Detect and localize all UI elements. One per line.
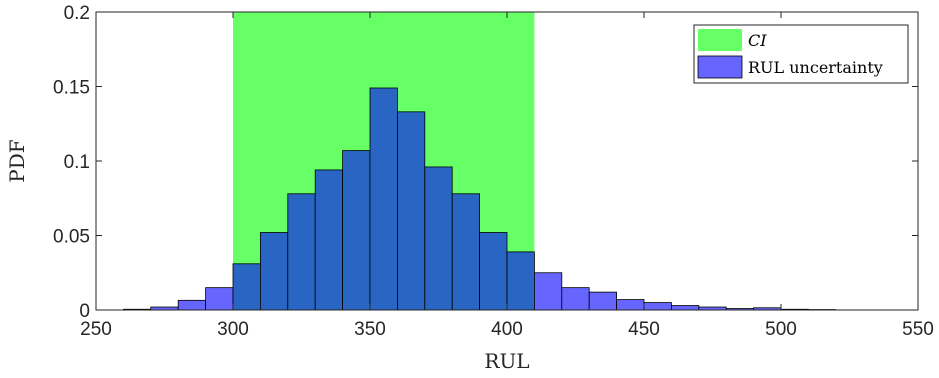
histogram-bar [177,299,206,311]
y-tick-label: 0.1 [64,152,90,173]
legend-swatch-ci [698,29,742,51]
histogram-bar [561,287,590,311]
x-tick-label: 450 [628,319,660,340]
y-tick-label: 0 [79,301,90,322]
tick-marks-and-labels: 250 300 350 400 450 500 550 0 0.05 0.1 0.15 0.2 [53,3,934,340]
histogram-bar [396,111,426,311]
legend-swatch-rul-uncertainty [697,55,743,79]
y-axis-label: PDF [5,139,29,182]
x-axis-label: RUL [484,349,529,373]
x-tick-label: 250 [80,319,112,340]
x-tick-label: 500 [765,319,797,340]
x-tick-label: 400 [491,319,523,340]
histogram-bar [451,193,481,311]
x-tick-label: 350 [354,319,386,340]
histogram-bar [671,305,700,311]
histogram-bar [479,232,508,311]
y-tick-label: 0.15 [53,78,90,99]
histogram-bar [232,263,261,311]
y-tick-label: 0.05 [53,227,90,248]
histogram-bar [205,287,234,311]
histogram-bar [643,302,672,311]
histogram-bar [342,150,371,311]
histogram-bar [314,169,344,311]
histogram-bar [287,193,316,311]
legend-label-ci: CI [748,31,767,50]
histogram-bar [259,232,289,311]
histogram-bar [424,166,453,311]
x-tick-label: 300 [217,319,249,340]
histogram-bar [369,87,398,311]
histogram-bars [123,87,837,311]
histogram-bar [506,251,535,311]
legend-label-rul-uncertainty: RUL uncertainty [748,58,883,77]
legend: CI RUL uncertainty [693,24,909,84]
histogram-bar [616,299,645,311]
histogram-bar [534,272,563,311]
histogram-bar [588,291,618,311]
x-tick-label: 550 [902,319,934,340]
y-tick-label: 0.2 [64,3,90,24]
